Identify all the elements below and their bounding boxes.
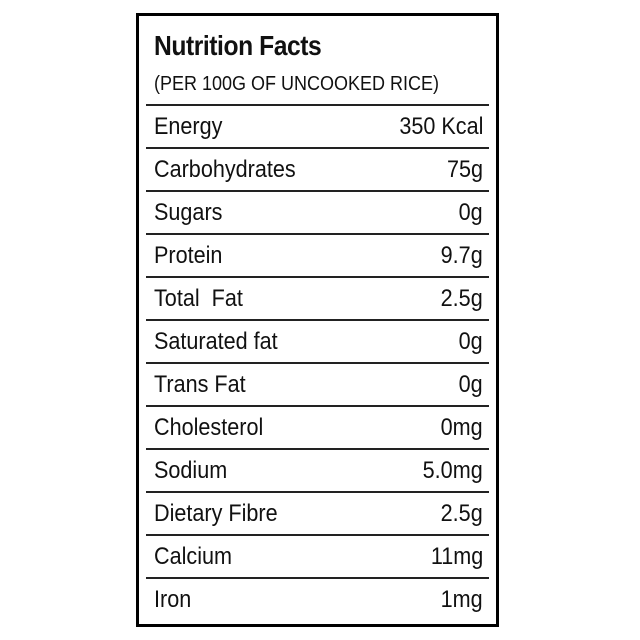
nutrient-row-dietary-fibre: Dietary Fibre 2.5g	[146, 491, 489, 534]
nutrition-facts-panel: Nutrition Facts (PER 100G OF UNCOOKED RI…	[136, 13, 499, 627]
nutrition-title: Nutrition Facts	[154, 30, 322, 61]
nutrient-row-sodium: Sodium 5.0mg	[146, 448, 489, 491]
nutrient-value: 0g	[458, 327, 483, 355]
nutrient-table: Energy 350 Kcal Carbohydrates 75g Sugars…	[146, 104, 489, 620]
nutrient-value: 11mg	[430, 542, 483, 570]
nutrient-value: 75g	[446, 155, 483, 183]
nutrient-name: Calcium	[154, 542, 233, 570]
nutrient-name: Total Fat	[154, 284, 243, 312]
nutrient-value: 350 Kcal	[398, 112, 483, 140]
nutrient-name: Iron	[154, 585, 192, 613]
nutrition-subtitle: (PER 100G OF UNCOOKED RICE)	[154, 73, 440, 95]
nutrient-value: 0g	[458, 198, 483, 226]
nutrient-name: Protein	[154, 241, 223, 269]
nutrient-name: Energy	[154, 112, 223, 140]
nutrient-name: Trans Fat	[154, 370, 246, 398]
nutrient-row-calcium: Calcium 11mg	[146, 534, 489, 577]
nutrient-value: 2.5g	[440, 499, 483, 527]
nutrient-row-iron: Iron 1mg	[146, 577, 489, 620]
nutrient-row-saturated-fat: Saturated fat 0g	[146, 319, 489, 362]
nutrient-row-trans-fat: Trans Fat 0g	[146, 362, 489, 405]
nutrient-value: 5.0mg	[422, 456, 483, 484]
nutrient-row-sugars: Sugars 0g	[146, 190, 489, 233]
nutrient-row-protein: Protein 9.7g	[146, 233, 489, 276]
nutrient-name: Cholesterol	[154, 413, 264, 441]
nutrient-row-carbohydrates: Carbohydrates 75g	[146, 147, 489, 190]
nutrient-value: 0g	[458, 370, 483, 398]
nutrient-name: Dietary Fibre	[154, 499, 278, 527]
nutrient-value: 2.5g	[440, 284, 483, 312]
nutrient-row-energy: Energy 350 Kcal	[146, 104, 489, 147]
nutrient-value: 1mg	[440, 585, 483, 613]
nutrient-value: 9.7g	[440, 241, 483, 269]
nutrient-value: 0mg	[440, 413, 483, 441]
nutrient-name: Sugars	[154, 198, 223, 226]
nutrient-name: Sodium	[154, 456, 228, 484]
nutrient-row-cholesterol: Cholesterol 0mg	[146, 405, 489, 448]
nutrient-row-total-fat: Total Fat 2.5g	[146, 276, 489, 319]
nutrient-name: Carbohydrates	[154, 155, 296, 183]
nutrient-name: Saturated fat	[154, 327, 278, 355]
